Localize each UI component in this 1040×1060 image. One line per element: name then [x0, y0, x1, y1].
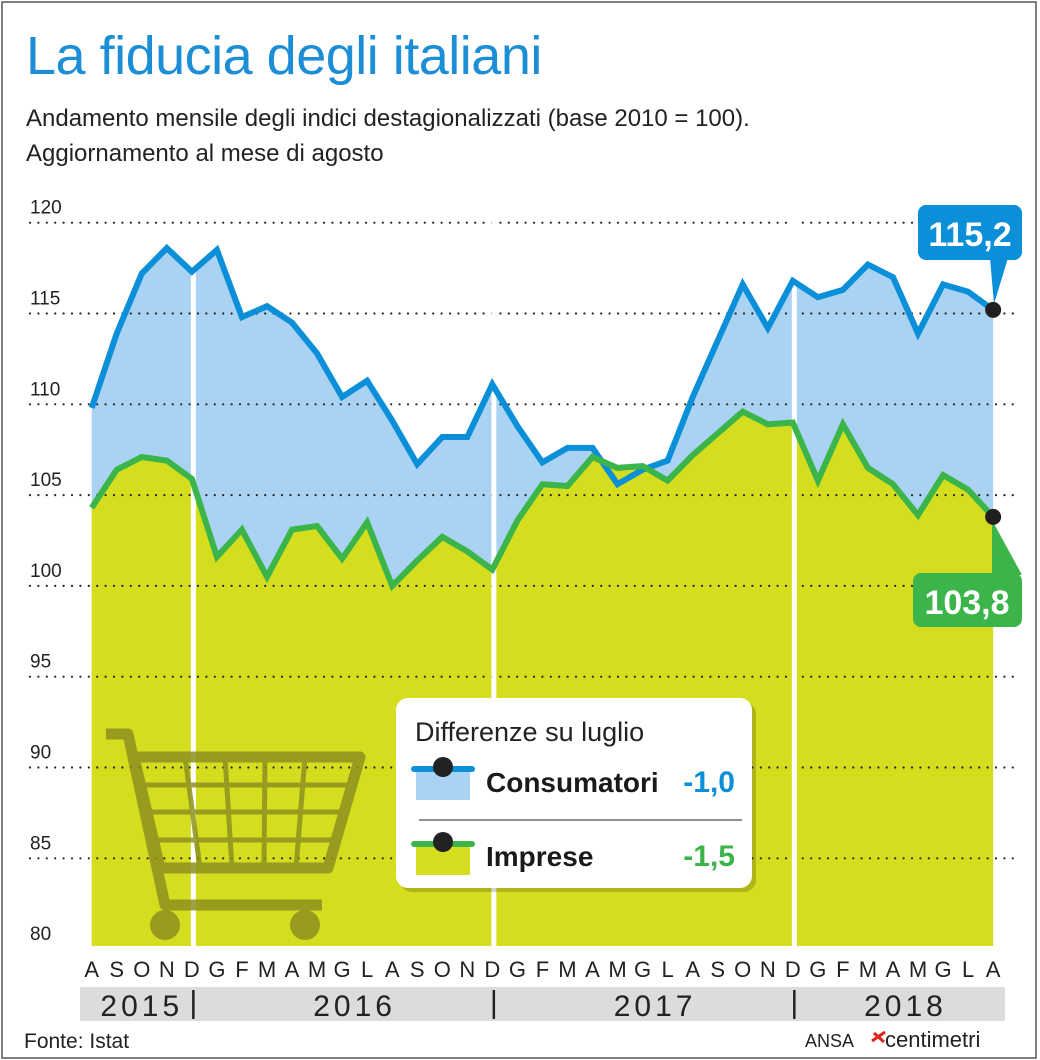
- month-label: G: [208, 957, 225, 982]
- brand-logo-text: centimetri: [885, 1027, 980, 1052]
- subtitle-line-1: Andamento mensile degli indici destagion…: [26, 105, 750, 132]
- chart-title: La fiducia degli italiani: [26, 26, 542, 86]
- y-tick-110: 110: [30, 379, 60, 400]
- month-label: N: [760, 957, 776, 982]
- imprese-end-dot: [985, 508, 1002, 525]
- month-label: F: [235, 957, 248, 982]
- shopping-cart-icon: [106, 728, 366, 940]
- y-tick-95: 95: [30, 652, 51, 673]
- month-label: A: [886, 957, 901, 982]
- month-label: A: [84, 957, 99, 982]
- consumatori-last-value: 115,2: [928, 216, 1011, 254]
- legend-swatch-consumatori: [411, 757, 475, 800]
- legend: Differenze su luglio Consumatori -1,0 Im…: [396, 698, 756, 892]
- month-label: A: [986, 957, 1001, 982]
- month-label: A: [385, 957, 400, 982]
- imprese-line: [89, 408, 996, 592]
- legend-value-consumatori: -1,0: [683, 766, 735, 799]
- month-label: O: [734, 957, 751, 982]
- month-label: M: [859, 957, 877, 982]
- x-axis-years: 2015 2016 2017 2018: [100, 990, 947, 1023]
- y-axis-ticks: 120 115 110 105 100 95 90 85 80: [30, 198, 62, 945]
- month-label: G: [809, 957, 826, 982]
- y-tick-115: 115: [30, 289, 60, 310]
- month-label: F: [536, 957, 549, 982]
- month-label: D: [785, 957, 801, 982]
- source-note: Fonte: Istat: [24, 1030, 129, 1053]
- year-label-2015: 2015: [100, 990, 183, 1023]
- imprese-last-callout: 103,8: [913, 520, 1022, 627]
- y-tick-100: 100: [30, 561, 62, 582]
- month-label: M: [909, 957, 927, 982]
- legend-label-consumatori: Consumatori: [486, 767, 659, 798]
- month-label: N: [159, 957, 175, 982]
- legend-title: Differenze su luglio: [415, 717, 644, 747]
- month-label: O: [133, 957, 150, 982]
- month-label: G: [509, 957, 526, 982]
- month-label: M: [258, 957, 276, 982]
- month-label: D: [184, 957, 200, 982]
- legend-label-imprese: Imprese: [486, 841, 593, 872]
- month-label: D: [484, 957, 500, 982]
- month-label: G: [634, 957, 651, 982]
- year-band: [80, 987, 1005, 1021]
- brand-prefix: ANSA: [805, 1031, 854, 1051]
- chart-lines: [88, 243, 996, 592]
- month-label: A: [685, 957, 700, 982]
- legend-swatch-imprese: [411, 832, 475, 875]
- month-label: G: [334, 957, 351, 982]
- y-tick-120: 120: [30, 198, 62, 219]
- centimetri-logo: centimetri: [871, 1027, 980, 1052]
- consumatori-last-callout: 115,2: [918, 205, 1022, 304]
- y-tick-90: 90: [30, 743, 51, 764]
- legend-value-imprese: -1,5: [683, 840, 735, 873]
- y-tick-80: 80: [30, 924, 51, 945]
- month-label: L: [361, 957, 373, 982]
- month-label: F: [836, 957, 849, 982]
- month-label: A: [585, 957, 600, 982]
- month-label: N: [459, 957, 475, 982]
- consumatori-end-dot: [985, 301, 1002, 318]
- consumatori-line: [88, 243, 995, 489]
- y-tick-85: 85: [30, 833, 51, 854]
- month-label: S: [410, 957, 425, 982]
- month-label: L: [962, 957, 974, 982]
- year-label-2018: 2018: [864, 990, 947, 1023]
- imprese-last-value: 103,8: [924, 584, 1009, 622]
- month-label: M: [308, 957, 326, 982]
- month-label: A: [285, 957, 300, 982]
- month-label: M: [558, 957, 576, 982]
- year-label-2017: 2017: [614, 990, 697, 1023]
- month-label: M: [608, 957, 626, 982]
- month-label: O: [434, 957, 451, 982]
- year-label-2016: 2016: [313, 990, 396, 1023]
- subtitle-line-2: Aggiornamento al mese di agosto: [26, 140, 384, 167]
- month-label: S: [710, 957, 725, 982]
- end-dots: [985, 301, 1002, 525]
- y-tick-105: 105: [30, 470, 62, 491]
- month-label: S: [109, 957, 124, 982]
- month-label: L: [661, 957, 673, 982]
- month-label: G: [934, 957, 951, 982]
